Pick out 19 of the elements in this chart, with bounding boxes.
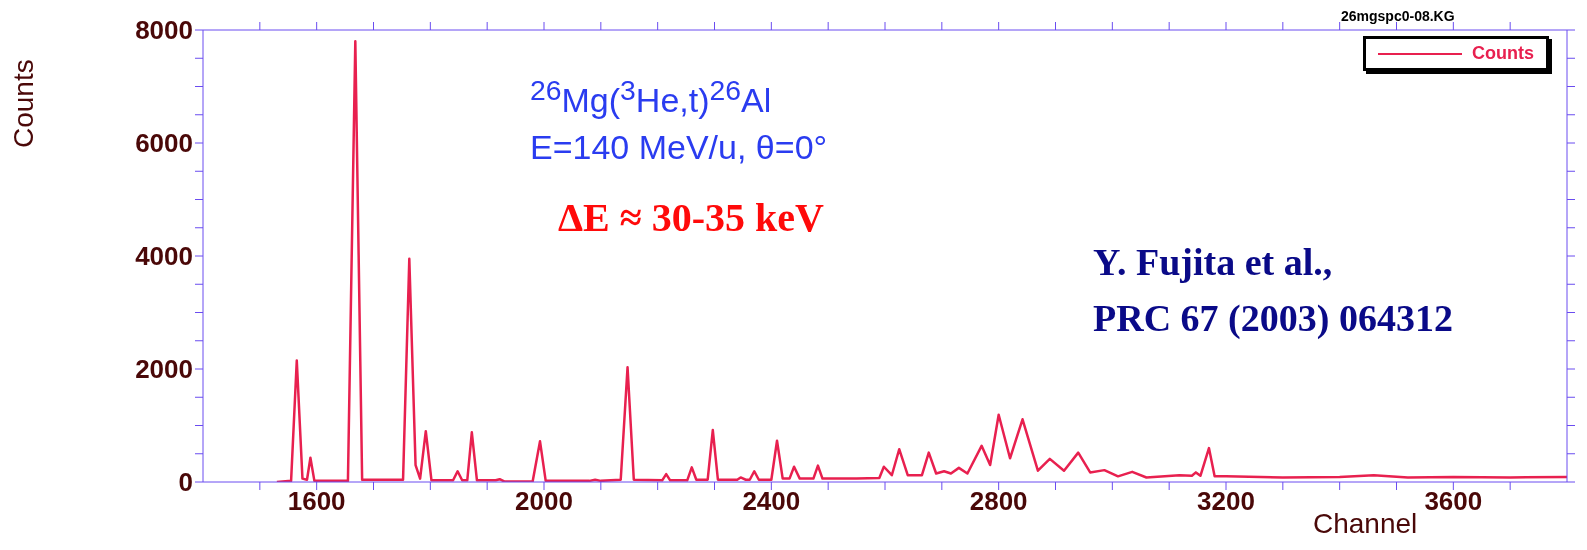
y-tick-label: 8000 [135, 15, 193, 46]
y-tick-label: 4000 [135, 241, 193, 272]
x-tick-label: 2800 [969, 486, 1028, 517]
y-tick-label: 0 [178, 467, 193, 498]
x-tick-label: 2000 [515, 486, 573, 517]
x-tick-label: 2400 [742, 486, 801, 517]
legend-label: Counts [1471, 43, 1534, 64]
text: 26mgspc0-08.KG [1341, 8, 1455, 24]
x-tick-label: 3600 [1424, 486, 1483, 517]
y-tick-label: 2000 [135, 354, 193, 385]
annotation: ΔE ≈ 30-35 keV [558, 194, 824, 241]
x-tick-label: 3200 [1197, 486, 1255, 517]
annotation: $^{26}$Mg($^{3}$He,t)$^{26}$Al [530, 74, 772, 121]
x-tick-label: 1600 [287, 486, 346, 517]
annotation: E=140 MeV/u, θ=0° [530, 128, 828, 167]
x-axis-title: Channel [1313, 508, 1418, 540]
y-axis-title: Counts [8, 59, 40, 148]
y-tick-label: 6000 [135, 128, 193, 159]
annotation: Y. Fujita et al., PRC 67 (2003) 064312 [1093, 240, 1453, 341]
